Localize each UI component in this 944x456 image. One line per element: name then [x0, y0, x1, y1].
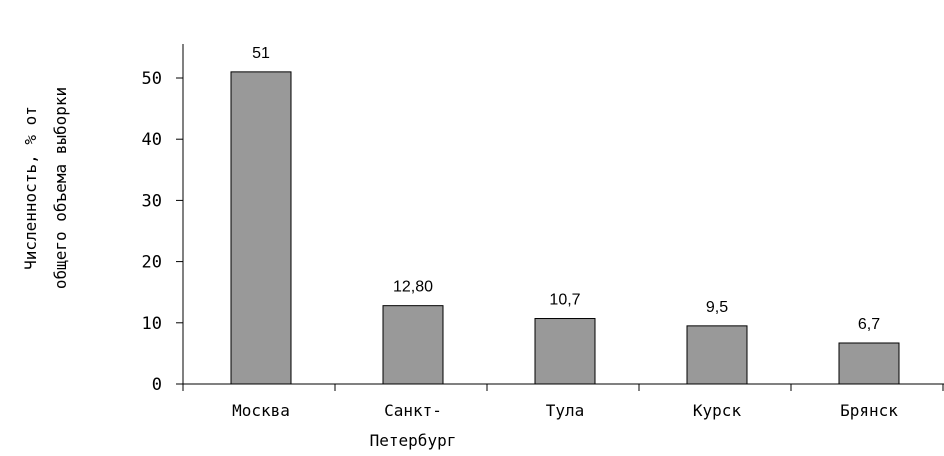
bar-value-label: 6,7 — [858, 316, 880, 333]
x-tick-label: Курск — [693, 401, 742, 420]
bar-value-label: 51 — [252, 45, 270, 62]
y-tick-label: 20 — [142, 253, 162, 273]
x-tick-label: Москва — [232, 401, 290, 420]
bar — [230, 71, 292, 385]
bar-value-label: 10,7 — [549, 292, 580, 309]
y-axis-title-line-2: общего объема выборки — [51, 87, 70, 289]
y-tick-label: 0 — [152, 375, 162, 395]
y-axis-ticks: 0 10 20 30 40 50 — [142, 69, 183, 395]
bar — [686, 325, 748, 385]
x-tick-label-line-2: Петербург — [370, 431, 457, 450]
y-tick-label: 10 — [142, 314, 162, 334]
bar-value-label: 12,80 — [393, 279, 433, 296]
x-tick-label: Санкт- — [384, 401, 442, 420]
y-tick-label: 50 — [142, 69, 162, 89]
bar-value-label: 9,5 — [706, 299, 728, 316]
bars: 51 12,80 10,7 9,5 6,7 — [230, 45, 900, 385]
bar — [382, 305, 444, 385]
y-axis-title: Численность, % от общего объема выборки — [21, 87, 70, 289]
x-axis-ticks: Москва Санкт- Петербург Тула Курск Брянск — [182, 384, 944, 450]
y-axis-title-line-1: Численность, % от — [21, 106, 40, 270]
y-tick-label: 30 — [142, 191, 162, 211]
bar — [838, 342, 900, 385]
x-tick-label: Брянск — [840, 401, 898, 420]
x-tick-label: Тула — [546, 401, 585, 420]
y-tick-label: 40 — [142, 130, 162, 150]
bar — [534, 318, 596, 385]
